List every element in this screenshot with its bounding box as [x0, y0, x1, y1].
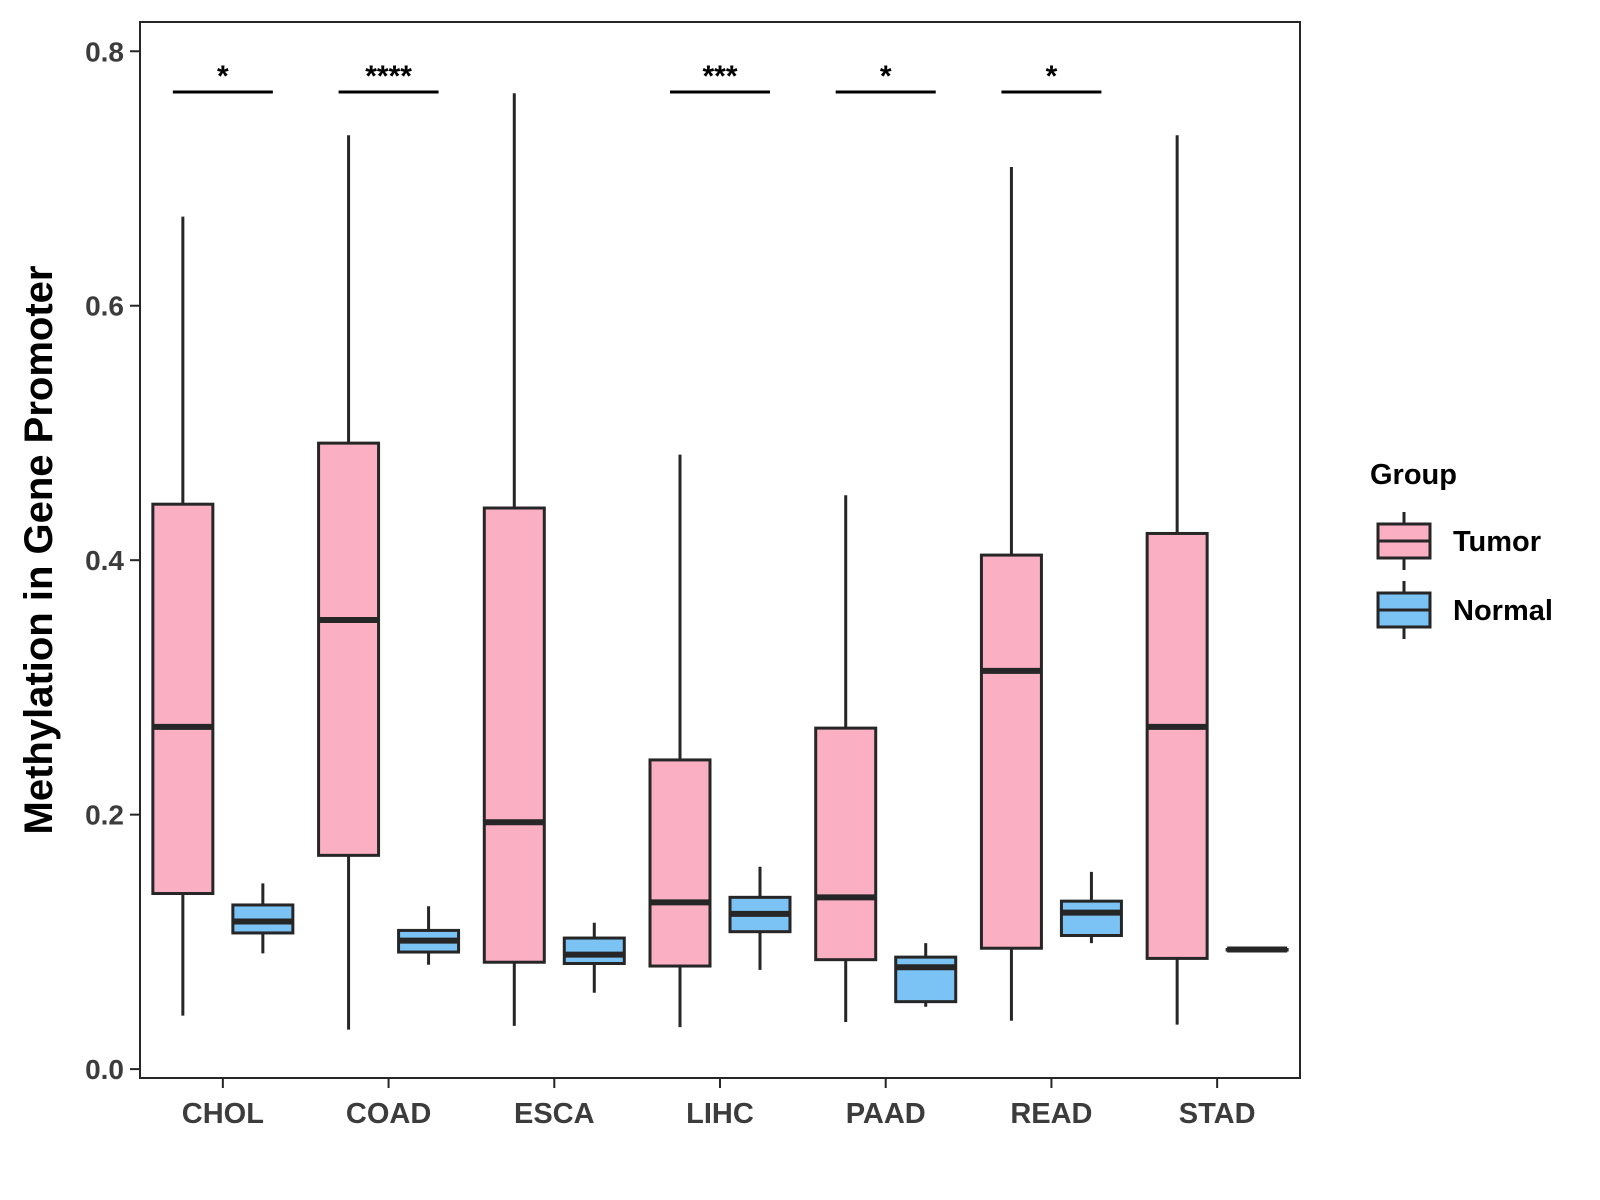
- legend-title: Group: [1370, 459, 1457, 491]
- x-tick-label: PAAD: [846, 1098, 926, 1130]
- box-tumor-coad: [317, 135, 381, 1030]
- significance-label: ***: [702, 60, 737, 93]
- box-body: [648, 758, 712, 968]
- box-tumor-lihc: [648, 454, 712, 1028]
- box-body: [317, 441, 381, 857]
- box-normal-read: [1059, 871, 1123, 944]
- y-tick-label: 0.0: [85, 1054, 124, 1085]
- y-axis-title: Methylation in Gene Promoter: [17, 266, 61, 835]
- box-body: [979, 553, 1043, 950]
- legend-label-normal: Normal: [1453, 595, 1553, 627]
- y-tick-label: 0.8: [85, 36, 124, 67]
- x-tick-label: READ: [1010, 1098, 1092, 1130]
- box-normal-coad: [397, 906, 461, 965]
- box-body: [814, 726, 878, 962]
- box-body: [1059, 899, 1123, 938]
- box-body: [894, 955, 958, 1004]
- box-tumor-paad: [814, 495, 878, 1023]
- significance-label: *: [1046, 60, 1058, 93]
- x-tick-label: COAD: [346, 1098, 431, 1130]
- legend-label-tumor: Tumor: [1453, 526, 1541, 558]
- box-tumor-esca: [482, 93, 546, 1026]
- significance-label: *: [880, 60, 892, 93]
- box-normal-lihc: [728, 866, 792, 970]
- box-body: [1145, 531, 1209, 960]
- box-body: [482, 506, 546, 964]
- x-tick-label: STAD: [1179, 1098, 1256, 1130]
- box-normal-chol: [231, 883, 295, 954]
- box-tumor-read: [979, 167, 1043, 1021]
- significance-label: *: [217, 60, 229, 93]
- box-tumor-chol: [151, 216, 215, 1016]
- legend: Group Tumor Normal: [1370, 459, 1553, 639]
- significance-label: ****: [365, 60, 412, 93]
- panel-border: [139, 21, 1301, 1079]
- y-tick-label: 0.4: [85, 545, 124, 576]
- y-tick-label: 0.6: [85, 291, 124, 322]
- box-tumor-stad: [1145, 135, 1209, 1025]
- x-tick-label: LIHC: [686, 1098, 754, 1130]
- box-body: [151, 502, 215, 896]
- box-normal-stad: [1225, 946, 1289, 953]
- y-tick-label: 0.2: [85, 800, 124, 831]
- x-tick-label: ESCA: [514, 1098, 595, 1130]
- x-tick-label: CHOL: [182, 1098, 264, 1130]
- plot-area: 0.0 0.2 0.4 0.6 0.8 CHOL COAD ESCA LIHC PAAD READ S…: [17, 21, 1301, 1130]
- box-normal-esca: [562, 922, 626, 993]
- box-body: [562, 936, 626, 965]
- box-normal-paad: [894, 943, 958, 1007]
